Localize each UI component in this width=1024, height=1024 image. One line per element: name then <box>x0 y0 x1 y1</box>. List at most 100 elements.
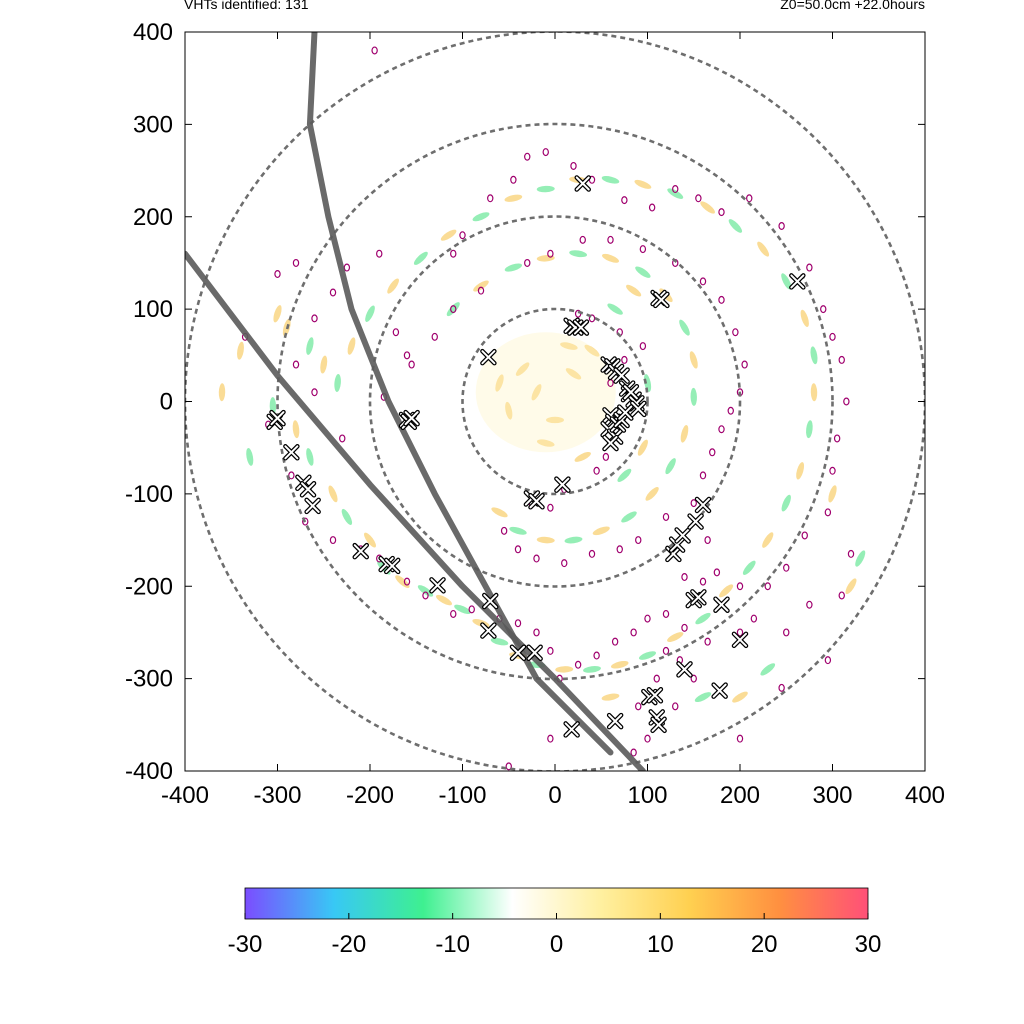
x-tick-label: -300 <box>253 782 301 809</box>
vht-marker <box>617 404 634 421</box>
shading-blob <box>828 485 837 503</box>
contour-blob <box>468 605 475 614</box>
contour-blob <box>838 591 845 600</box>
vht-marker <box>554 476 571 493</box>
x-tick-label: 0 <box>548 782 561 809</box>
contour-blob <box>431 332 438 341</box>
shading-blob <box>347 337 356 355</box>
plot-background <box>185 32 925 771</box>
shading-blob <box>569 250 588 258</box>
contour-blob <box>838 355 845 364</box>
shading-blob <box>515 362 530 376</box>
contour-blob <box>574 660 582 669</box>
eye-shading <box>475 332 616 453</box>
contour-blob <box>644 614 651 623</box>
shading-blob <box>413 251 428 265</box>
shading-blob <box>435 594 453 606</box>
contour-blob <box>718 208 725 217</box>
vht-marker <box>676 661 693 678</box>
contour-blob <box>764 582 771 591</box>
shading-blob <box>617 468 632 482</box>
vht-marker-core <box>301 482 316 497</box>
contour-blob <box>718 295 725 304</box>
colorbar-tick-label: 10 <box>647 931 674 958</box>
contour-blob <box>422 591 429 600</box>
shading-blob <box>645 486 659 501</box>
contour-blob <box>639 245 647 254</box>
contour-blob <box>524 152 531 161</box>
contour-blob <box>329 288 337 297</box>
shading-blob <box>536 185 555 193</box>
vht-marker-core <box>651 717 666 732</box>
shading-blob <box>621 511 637 523</box>
colorbar-tick-label: 30 <box>855 931 882 958</box>
contour-blob <box>621 196 628 205</box>
colorbar-tick-label: -10 <box>435 931 470 958</box>
vht-marker-core <box>618 405 633 420</box>
vht-marker-core <box>623 385 638 400</box>
y-tick-label: 300 <box>133 111 173 138</box>
contour-blob <box>339 434 346 443</box>
vht-marker <box>429 577 446 594</box>
shading-blob <box>531 384 542 401</box>
contour-blob <box>806 600 813 609</box>
shading-blob <box>536 536 555 544</box>
contour-blob <box>630 628 637 637</box>
storm-track <box>185 250 646 771</box>
x-tick-label: -400 <box>161 782 209 809</box>
shading-blob <box>509 526 527 535</box>
vht-marker <box>789 273 806 290</box>
shading-blob <box>667 188 684 199</box>
shading-blob <box>560 342 578 350</box>
contour-blob <box>547 249 554 258</box>
contour-blob <box>732 328 739 337</box>
contour-blob <box>588 314 596 323</box>
shading-blob <box>806 420 813 439</box>
contour-blob <box>713 568 721 577</box>
contour-blob <box>630 748 637 757</box>
contour-blob <box>635 536 642 545</box>
vht-marker <box>711 682 728 699</box>
contour-blob <box>653 674 660 683</box>
vht-marker-core <box>404 411 419 426</box>
contour-blob <box>274 270 281 279</box>
contour-blob <box>302 517 309 526</box>
vht-marker-core <box>385 558 400 573</box>
shading-blob <box>574 451 591 462</box>
contour-blob <box>542 148 549 157</box>
contour-blob <box>607 235 614 244</box>
shading-blob <box>546 416 564 424</box>
shading-blob <box>781 494 791 512</box>
contour-blob <box>500 526 508 535</box>
colorbar-tick-label: -20 <box>331 931 366 958</box>
contour-blob <box>621 355 628 364</box>
shading-blob <box>246 448 254 466</box>
contour-blob <box>510 175 517 184</box>
contour-blob <box>727 406 734 415</box>
vht-marker-core <box>511 645 525 660</box>
vht-marker-core <box>430 578 445 593</box>
shading-blob <box>491 507 508 518</box>
vht-marker <box>480 622 497 639</box>
shading-blob <box>505 401 513 420</box>
storm-track <box>306 32 614 756</box>
contour-blob <box>824 656 832 665</box>
x-tick-label: -200 <box>346 782 394 809</box>
colorbar-tick-label: 20 <box>751 931 778 958</box>
shading-blob <box>679 319 690 336</box>
shading-blob <box>601 176 620 184</box>
vht-marker <box>304 497 321 515</box>
vht-marker <box>352 542 369 560</box>
vht-marker-core <box>483 594 498 609</box>
vht-marker-core <box>614 368 629 383</box>
vht-marker-core <box>608 714 623 729</box>
contour-blob <box>311 314 318 323</box>
contour-blob <box>547 503 554 512</box>
vht-marker-core <box>270 411 285 426</box>
x-tick-label: -100 <box>438 782 486 809</box>
contour-blob <box>690 674 697 683</box>
contour-blob <box>533 628 540 637</box>
contour-blob <box>611 637 619 646</box>
shading-blob <box>855 550 866 567</box>
contour-blob <box>824 508 832 517</box>
